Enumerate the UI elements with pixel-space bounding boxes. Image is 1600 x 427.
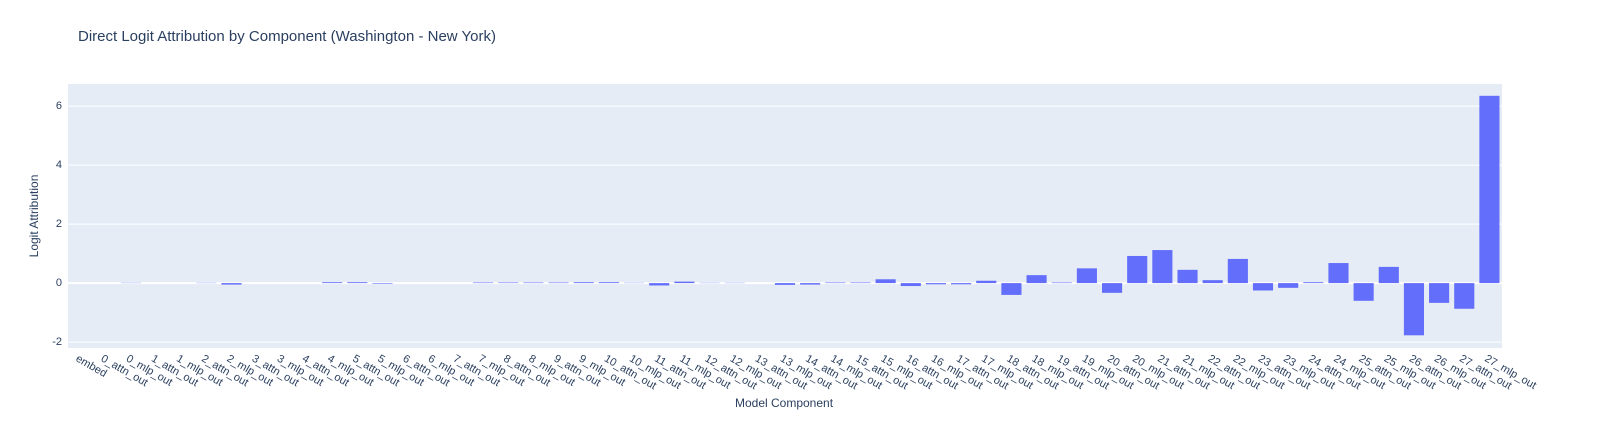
chart-title: Direct Logit Attribution by Component (W…	[78, 28, 496, 45]
bar	[598, 282, 619, 284]
bar	[1026, 275, 1047, 284]
bar	[774, 283, 796, 285]
y-tick-label: 0	[56, 277, 62, 289]
bar	[1252, 283, 1274, 291]
bar	[951, 283, 972, 285]
bar	[1353, 283, 1374, 301]
bar	[800, 283, 821, 285]
bar	[1076, 268, 1097, 284]
plot-area	[68, 84, 1502, 348]
bar	[850, 282, 871, 284]
x-axis-title: Model Component	[735, 396, 834, 410]
bar	[1051, 282, 1072, 284]
bars	[120, 95, 1500, 336]
bar	[548, 282, 569, 284]
bar	[1479, 95, 1500, 284]
bar	[347, 282, 368, 284]
bar	[498, 282, 519, 284]
y-axis-title: Logit Attribution	[27, 175, 41, 258]
bar	[1403, 283, 1425, 336]
bar	[674, 281, 695, 284]
bar	[1278, 283, 1299, 288]
y-tick-label: 2	[56, 218, 62, 230]
bar	[875, 279, 896, 284]
bar	[900, 283, 921, 287]
bar	[1227, 258, 1248, 284]
bar	[221, 283, 242, 285]
bar	[322, 282, 343, 284]
bar	[1152, 250, 1173, 284]
bar	[1127, 255, 1148, 284]
bar	[1303, 282, 1324, 284]
bar	[976, 280, 997, 284]
bar	[1429, 283, 1450, 303]
bar	[1328, 263, 1349, 284]
y-tick-label: 6	[56, 100, 62, 112]
bar	[1378, 266, 1399, 284]
bar	[825, 282, 846, 284]
bar	[473, 282, 494, 284]
y-tick-label: -2	[52, 336, 62, 348]
bar	[1454, 283, 1475, 309]
bar	[1001, 283, 1022, 295]
bar	[1101, 283, 1123, 293]
bar	[1202, 280, 1223, 284]
bar	[372, 283, 393, 284]
bar	[523, 282, 544, 284]
bar	[925, 283, 947, 285]
bar	[573, 282, 594, 284]
y-tick-label: 4	[56, 159, 62, 171]
bar	[649, 283, 670, 286]
bar	[1177, 269, 1198, 284]
